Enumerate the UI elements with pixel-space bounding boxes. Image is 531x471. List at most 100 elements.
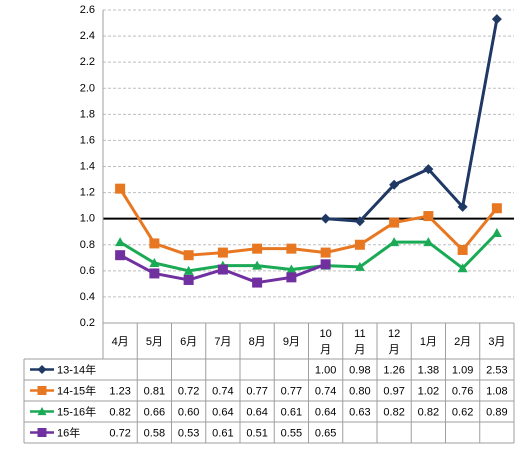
x-category-label: 9月 bbox=[283, 336, 300, 348]
data-point bbox=[491, 228, 502, 238]
x-category-label: 月 bbox=[320, 344, 331, 356]
data-label: 0.77 bbox=[246, 386, 267, 398]
data-point bbox=[252, 277, 263, 288]
data-label: 0.61 bbox=[212, 428, 233, 440]
x-category-label: 10 bbox=[320, 328, 332, 340]
data-label: 1.00 bbox=[315, 365, 336, 377]
data-label: 1.26 bbox=[383, 365, 404, 377]
y-tick-label: 1.8 bbox=[80, 108, 95, 120]
series-line bbox=[119, 231, 498, 273]
data-label: 0.64 bbox=[212, 407, 233, 419]
data-label: 1.23 bbox=[109, 386, 130, 398]
data-table: 4月 5月 6月 7月 8月 9月 10 月 11 月 12 月 1月 2月 3月 13-14年 1.00 0.9… bbox=[23, 322, 515, 444]
series-line bbox=[118, 187, 499, 257]
data-label: 0.74 bbox=[212, 386, 233, 398]
data-label: 1.38 bbox=[418, 365, 439, 377]
data-label: 0.55 bbox=[281, 428, 302, 440]
data-point bbox=[149, 268, 160, 279]
data-label: 0.82 bbox=[109, 407, 130, 419]
data-label: 0.89 bbox=[486, 407, 507, 419]
y-tick-label: 1.4 bbox=[80, 161, 95, 173]
data-point bbox=[286, 243, 297, 254]
x-category-label: 6月 bbox=[180, 336, 197, 348]
data-point bbox=[457, 244, 468, 255]
data-label: 0.98 bbox=[349, 365, 370, 377]
legend-label: 16年 bbox=[57, 426, 80, 440]
data-point bbox=[457, 263, 468, 273]
y-tick-label: 2.0 bbox=[80, 82, 95, 94]
series-14-15年 bbox=[115, 183, 502, 261]
y-tick-label: 2.2 bbox=[80, 56, 95, 68]
data-point bbox=[286, 264, 297, 274]
data-label: 0.64 bbox=[315, 407, 336, 419]
data-point bbox=[457, 201, 468, 212]
legend-label: 14-15年 bbox=[57, 384, 96, 398]
x-category-label: 5月 bbox=[146, 336, 163, 348]
x-category-label: 12 bbox=[388, 328, 400, 340]
legend-key-marker bbox=[37, 407, 47, 416]
series-line bbox=[325, 18, 499, 223]
data-point bbox=[115, 237, 126, 247]
x-category-label: 1月 bbox=[420, 336, 437, 348]
data-point bbox=[423, 164, 434, 175]
x-category-label: 4月 bbox=[112, 336, 129, 348]
legend-key-marker bbox=[37, 365, 47, 374]
data-label: 0.81 bbox=[144, 386, 165, 398]
data-label: 1.02 bbox=[418, 386, 439, 398]
y-tick-label: 0.6 bbox=[80, 265, 95, 277]
x-category-label: 11 bbox=[354, 328, 365, 340]
data-label: 0.64 bbox=[246, 407, 267, 419]
data-label: 0.74 bbox=[315, 386, 336, 398]
data-point bbox=[389, 179, 400, 190]
data-point bbox=[217, 247, 228, 258]
y-tick-label: 1.2 bbox=[80, 187, 95, 199]
data-point bbox=[149, 258, 160, 268]
data-point bbox=[115, 183, 126, 194]
x-category-label: 月 bbox=[389, 344, 400, 356]
data-point bbox=[423, 211, 434, 222]
series-16年 bbox=[115, 250, 331, 288]
data-point bbox=[354, 216, 365, 227]
data-label: 0.80 bbox=[349, 386, 370, 398]
y-tick-label: 0.8 bbox=[80, 239, 95, 251]
data-label: 0.51 bbox=[246, 428, 267, 440]
data-point bbox=[491, 203, 502, 214]
y-tick-label: 2.4 bbox=[80, 30, 95, 42]
x-category-label: 2月 bbox=[454, 336, 471, 348]
legend-label: 15-16年 bbox=[57, 405, 96, 419]
data-label: 0.97 bbox=[383, 386, 404, 398]
data-point bbox=[115, 250, 126, 261]
y-tick-label: 1.6 bbox=[80, 134, 95, 146]
x-category-label: 8月 bbox=[249, 336, 266, 348]
y-tick-label: 0.2 bbox=[80, 317, 95, 329]
legend-key-marker bbox=[37, 386, 47, 395]
data-point bbox=[491, 14, 502, 25]
legend-key-marker bbox=[37, 428, 47, 437]
data-point bbox=[286, 272, 297, 283]
data-label: 0.82 bbox=[418, 407, 439, 419]
x-category-label: 月 bbox=[354, 344, 365, 356]
y-tick-label: 0.4 bbox=[80, 291, 95, 303]
data-point bbox=[183, 274, 194, 285]
gridlines bbox=[103, 9, 514, 324]
data-point bbox=[217, 264, 228, 275]
data-point bbox=[149, 238, 160, 249]
data-point bbox=[252, 243, 263, 254]
data-point bbox=[354, 261, 365, 271]
data-label: 0.63 bbox=[349, 407, 370, 419]
data-label: 0.82 bbox=[383, 407, 404, 419]
y-axis: 0.2 0.4 0.6 0.8 1.0 1.2 1.4 1.6 1.8 2.0 2.2 2.4 2.6 bbox=[80, 4, 104, 359]
data-point bbox=[183, 250, 194, 261]
legend-label: 13-14年 bbox=[57, 363, 96, 377]
data-label: 0.66 bbox=[144, 407, 165, 419]
data-label: 0.76 bbox=[452, 386, 473, 398]
data-label: 0.61 bbox=[281, 407, 302, 419]
y-tick-label: 2.6 bbox=[80, 4, 95, 16]
data-point bbox=[320, 247, 331, 258]
data-point bbox=[252, 260, 263, 270]
data-label: 1.08 bbox=[486, 386, 507, 398]
data-point bbox=[320, 213, 331, 224]
series-13-14年 bbox=[320, 14, 502, 227]
x-category-label: 7月 bbox=[214, 336, 231, 348]
